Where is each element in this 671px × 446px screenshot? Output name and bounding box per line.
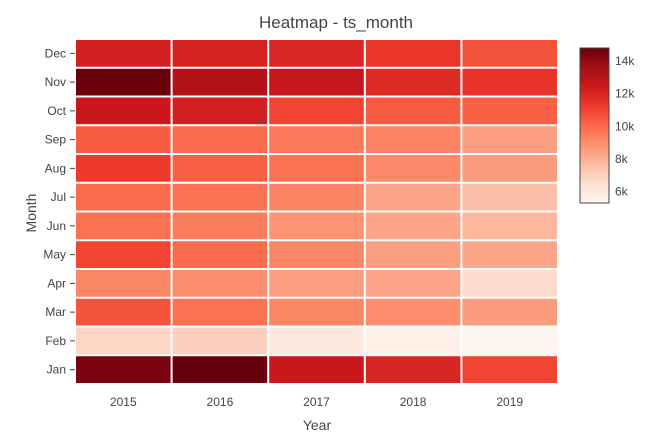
colorbar: 6k 8k 10k 12k 14k <box>579 47 635 204</box>
heatmap-cell <box>76 270 171 297</box>
heatmap-cell <box>172 40 268 67</box>
heatmap-cell <box>76 327 171 355</box>
heatmap-cell <box>462 298 557 326</box>
y-tick-label: Mar <box>45 305 66 319</box>
heatmap-cell <box>172 270 268 297</box>
x-tick-label: 2015 <box>110 395 137 409</box>
heatmap-cell <box>269 155 364 182</box>
heatmap-cell <box>76 212 171 240</box>
heatmap-cell <box>76 298 171 326</box>
heatmap-cell <box>269 241 364 268</box>
y-tick-label: Jun <box>47 219 66 233</box>
heatmap-cell <box>172 241 268 268</box>
y-axis-ticks: Jan Feb Mar Apr May Jun Jul Aug Sep Oct Nov Dec <box>43 46 75 377</box>
heatmap-cell <box>172 212 268 240</box>
heatmap-cell <box>76 183 171 211</box>
heatmap-cell <box>172 327 268 355</box>
heatmap-cell <box>269 212 364 240</box>
heatmap-cell <box>76 40 171 67</box>
heatmap-cell <box>172 298 268 326</box>
heatmap-cell <box>269 68 364 96</box>
colorbar-gradient <box>579 47 610 204</box>
heatmap-cell <box>76 68 171 96</box>
y-axis-label: Month <box>23 194 39 233</box>
y-tick-label: May <box>43 248 66 262</box>
heatmap-cell <box>269 356 364 383</box>
heatmap-cell <box>462 183 557 211</box>
heatmap-cell <box>76 356 171 383</box>
x-axis-ticks: 2015 2016 2017 2018 2019 <box>110 395 523 409</box>
y-tick-label: Apr <box>47 276 66 290</box>
heatmap-cell <box>172 126 268 153</box>
x-tick-label: 2019 <box>496 395 523 409</box>
heatmap-cell <box>172 155 268 182</box>
heatmap-cell <box>462 68 557 96</box>
heatmap-cell <box>365 356 461 383</box>
heatmap-cell <box>365 327 461 355</box>
y-tick-label: Dec <box>45 46 66 60</box>
heatmap-cell <box>76 241 171 268</box>
heatmap-cell <box>269 270 364 297</box>
heatmap-cell <box>269 40 364 67</box>
x-axis-label: Year <box>303 417 332 433</box>
heatmap-cell <box>365 241 461 268</box>
heatmap-cell <box>76 155 171 182</box>
x-tick-label: 2018 <box>400 395 427 409</box>
heatmap-cell <box>462 155 557 182</box>
heatmap-cell <box>172 183 268 211</box>
heatmap-cell <box>269 126 364 153</box>
x-tick-label: 2016 <box>207 395 234 409</box>
heatmap-cell <box>269 97 364 125</box>
heatmap-cell <box>462 126 557 153</box>
heatmap-cell <box>269 298 364 326</box>
heatmap-cell <box>462 270 557 297</box>
heatmap-cell <box>462 327 557 355</box>
heatmap-cell <box>172 97 268 125</box>
heatmap-cell <box>365 155 461 182</box>
y-tick-label: Jul <box>51 190 66 204</box>
y-tick-label: Jan <box>47 363 66 377</box>
heatmap-cell <box>462 241 557 268</box>
y-tick-label: Feb <box>45 334 66 348</box>
heatmap-cell <box>172 356 268 383</box>
heatmap-cell <box>76 126 171 153</box>
heatmap-cells <box>76 40 557 383</box>
heatmap-cell <box>269 327 364 355</box>
heatmap-cell <box>76 97 171 125</box>
colorbar-tick-label: 12k <box>615 87 635 101</box>
heatmap-cell <box>365 298 461 326</box>
heatmap-cell <box>462 212 557 240</box>
heatmap-cell <box>269 183 364 211</box>
heatmap-cell <box>462 97 557 125</box>
x-tick-label: 2017 <box>303 395 330 409</box>
heatmap-cell <box>365 126 461 153</box>
y-tick-label: Nov <box>45 75 66 89</box>
heatmap-cell <box>365 68 461 96</box>
colorbar-tick-label: 10k <box>615 119 635 133</box>
heatmap-cell <box>365 270 461 297</box>
heatmap-cell <box>365 40 461 67</box>
heatmap-cell <box>462 40 557 67</box>
y-tick-label: Sep <box>45 133 67 147</box>
heatmap-cell <box>365 212 461 240</box>
y-tick-label: Oct <box>47 104 66 118</box>
heatmap-cell <box>462 356 557 383</box>
colorbar-tick-label: 6k <box>615 185 629 199</box>
heatmap-cell <box>365 183 461 211</box>
chart-title: Heatmap - ts_month <box>259 13 413 32</box>
heatmap-cell <box>365 97 461 125</box>
colorbar-tick-label: 8k <box>615 152 629 166</box>
heatmap-cell <box>172 68 268 96</box>
y-tick-label: Aug <box>45 161 66 175</box>
colorbar-tick-label: 14k <box>615 54 635 68</box>
